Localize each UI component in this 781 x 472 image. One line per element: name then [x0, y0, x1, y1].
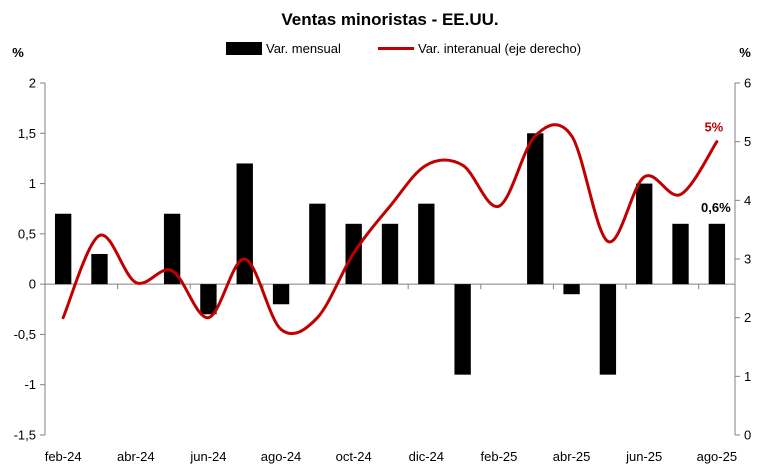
legend-swatch-var-mensual	[226, 42, 262, 55]
y-right-ticks: 0 1 2 3 4 5 6	[735, 76, 751, 443]
data-label: 5%	[704, 120, 723, 135]
y-left-tick-label: -0,5	[14, 327, 36, 342]
y-left-tick-label: 1	[29, 176, 36, 191]
bar	[418, 203, 435, 285]
x-tick-label: ago-25	[697, 449, 737, 464]
bar	[563, 284, 580, 295]
legend-label-var-mensual: Var. mensual	[266, 41, 341, 56]
y-left-tick-label: 2	[29, 76, 36, 91]
y-left-tick-label: -1	[24, 377, 36, 392]
y-right-tick-label: 4	[744, 193, 751, 208]
bar	[381, 223, 399, 285]
x-tick-label: abr-24	[117, 449, 155, 464]
x-tick-label: feb-25	[481, 449, 518, 464]
y-left-ticks: -1,5 -1 -0,5 0 0,5 1 1,5 2	[14, 76, 45, 443]
y-right-tick-label: 2	[744, 310, 751, 325]
x-tick-label: oct-24	[336, 449, 372, 464]
data-label: 0,6%	[701, 200, 731, 215]
bar	[54, 213, 72, 285]
annotations: 0,6% 5%	[701, 120, 731, 215]
y-right-unit: %	[739, 45, 751, 60]
x-tick-label: jun-24	[189, 449, 226, 464]
x-tick-label: abr-25	[553, 449, 591, 464]
y-right-tick-label: 1	[744, 369, 751, 384]
legend-label-var-interanual: Var. interanual (eje derecho)	[418, 41, 581, 56]
y-right-tick-label: 0	[744, 428, 751, 443]
bar	[200, 284, 217, 315]
y-right-tick-label: 6	[744, 76, 751, 91]
y-left-tick-label: -1,5	[14, 428, 36, 443]
y-left-tick-label: 1,5	[18, 126, 36, 141]
y-left-tick-label: 0	[29, 277, 36, 292]
bar	[599, 284, 617, 375]
bar	[636, 183, 653, 285]
bar	[454, 284, 471, 375]
chart-title: Ventas minoristas - EE.UU.	[281, 10, 498, 29]
line-var-interanual	[61, 123, 719, 335]
y-left-unit: %	[12, 45, 24, 60]
bars-var-mensual	[54, 133, 726, 375]
bar	[236, 163, 253, 285]
y-right-tick-label: 5	[744, 134, 751, 149]
bar	[309, 203, 326, 285]
bar	[91, 253, 108, 285]
x-ticks: feb-24 abr-24 jun-24 ago-24 oct-24 dic-24 feb-…	[44, 284, 737, 464]
bar	[527, 133, 544, 285]
y-right-tick-label: 3	[744, 252, 751, 267]
x-tick-label: dic-24	[409, 449, 444, 464]
legend: Var. mensual Var. interanual (eje derech…	[226, 41, 581, 56]
x-tick-label: ago-24	[261, 449, 301, 464]
x-tick-label: jun-25	[625, 449, 662, 464]
x-tick-label: feb-24	[45, 449, 82, 464]
bar	[672, 223, 689, 285]
bar	[163, 213, 181, 285]
y-left-tick-label: 0,5	[18, 226, 36, 241]
bar	[708, 223, 726, 285]
bar	[272, 284, 290, 305]
